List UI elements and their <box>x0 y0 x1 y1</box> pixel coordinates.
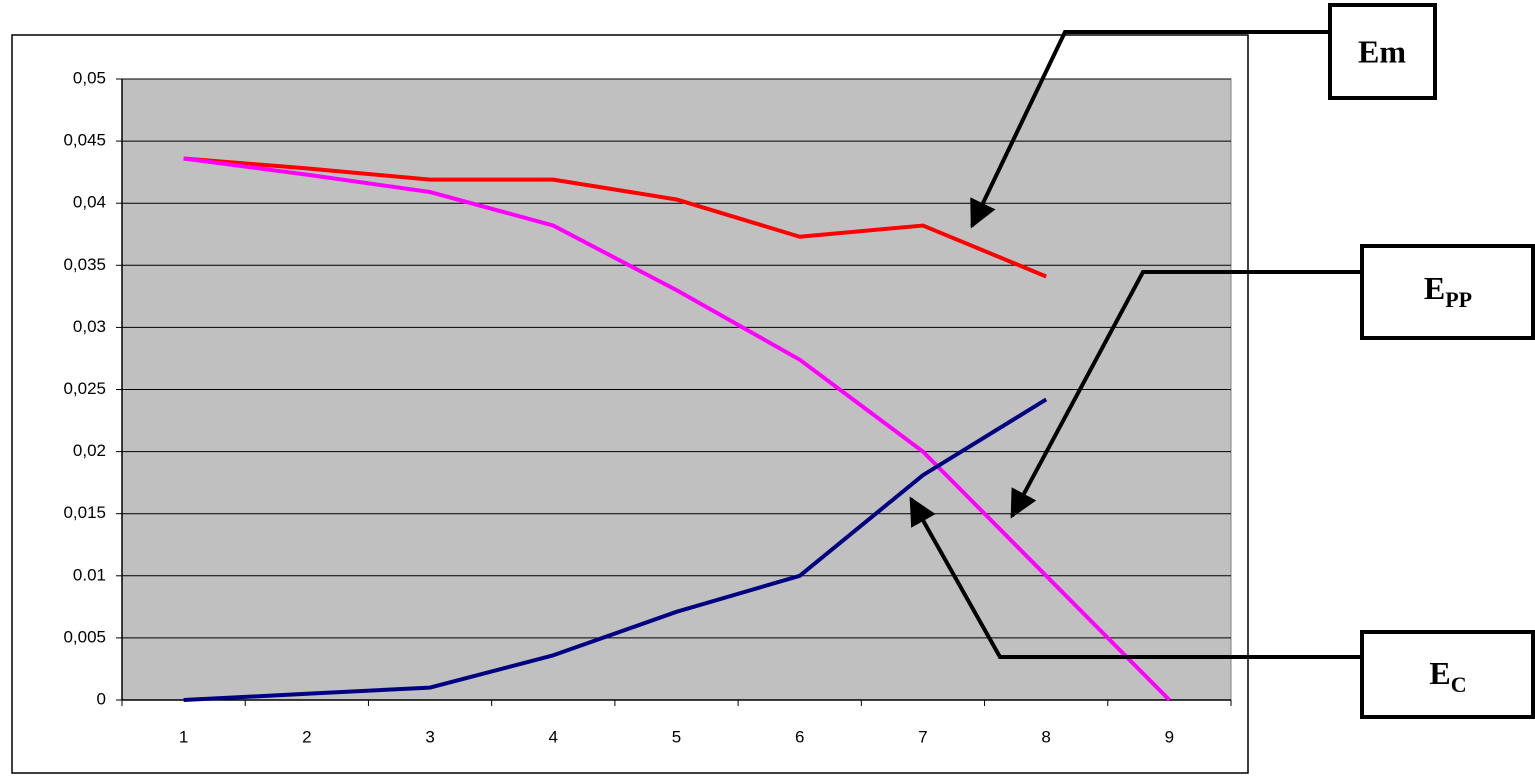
legend-label-main: E <box>1429 655 1450 691</box>
x-tick-label: 5 <box>672 727 681 746</box>
y-tick-label: 0,02 <box>73 441 106 460</box>
y-tick-label: 0 <box>97 689 106 708</box>
x-tick-label: 9 <box>1165 727 1174 746</box>
x-tick-label: 4 <box>549 727 558 746</box>
y-tick-label: 0,015 <box>63 503 106 522</box>
y-tick-label: 0,045 <box>63 131 106 150</box>
legend-box <box>1360 244 1535 340</box>
legend-label: EC <box>1429 655 1466 697</box>
series-line <box>183 156 1047 279</box>
y-tick-label: 0,035 <box>63 255 106 274</box>
series-line <box>183 156 1171 702</box>
x-tick-label: 3 <box>425 727 434 746</box>
callout-arrow <box>909 496 1362 659</box>
x-tick-label: 6 <box>795 727 804 746</box>
plot-area: 0 0,005 0.01 0,015 0,02 0,025 0,03 0,035 0,04 0,0… <box>63 68 1232 746</box>
x-tick-label: 2 <box>302 727 311 746</box>
legend-label: EPP <box>1424 270 1472 312</box>
callouts: Em EPP EC <box>909 3 1535 719</box>
x-tick-label: 7 <box>918 727 927 746</box>
legend-box <box>1360 630 1535 719</box>
legend-label-sub: C <box>1451 672 1467 697</box>
y-tick-label: 0.01 <box>73 565 106 584</box>
callout-arrow <box>1010 270 1362 519</box>
legend-box <box>1328 3 1437 100</box>
legend-label-main: E <box>1424 270 1445 306</box>
series-line <box>183 397 1048 702</box>
legend-label: Em <box>1358 33 1406 69</box>
legend-label-sub: PP <box>1445 287 1472 312</box>
x-tick-label: 1 <box>179 727 188 746</box>
y-tick-label: 0,04 <box>73 193 106 212</box>
y-tick-label: 0,005 <box>63 627 106 646</box>
y-tick-label: 0,025 <box>63 379 106 398</box>
y-tick-label: 0,05 <box>73 68 106 87</box>
x-tick-label: 8 <box>1041 727 1050 746</box>
y-tick-label: 0,03 <box>73 317 106 336</box>
callout-arrow <box>970 30 1330 229</box>
